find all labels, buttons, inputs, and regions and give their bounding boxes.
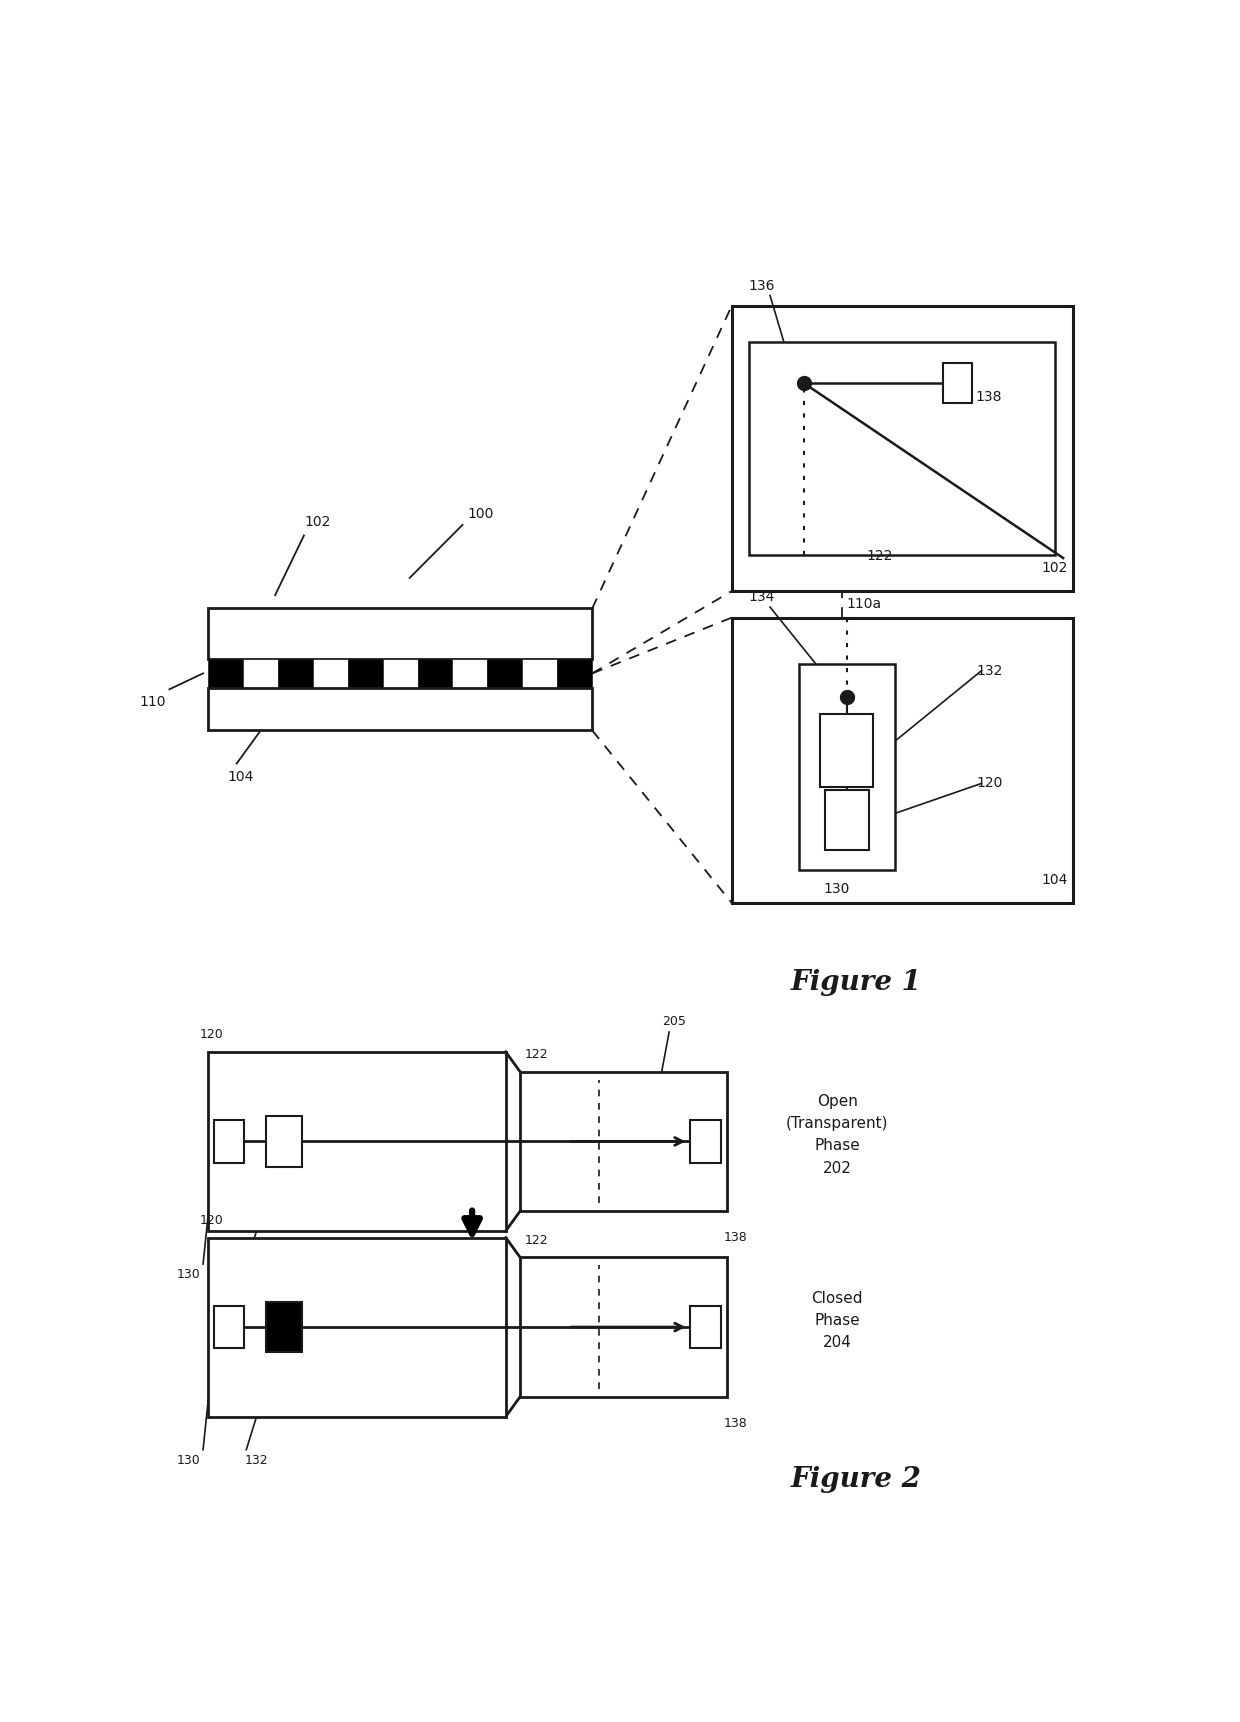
Bar: [418, 660, 453, 689]
Text: 138: 138: [724, 1231, 748, 1243]
Bar: [208, 689, 593, 730]
Bar: [942, 363, 972, 403]
Text: 130: 130: [823, 882, 849, 895]
Text: 130: 130: [176, 1453, 200, 1467]
Text: 132: 132: [244, 1267, 268, 1281]
Bar: [265, 1116, 303, 1166]
Bar: [821, 715, 873, 787]
Text: 130: 130: [176, 1267, 200, 1281]
Bar: [521, 1257, 727, 1397]
Text: 120: 120: [977, 777, 1003, 790]
Text: 100: 100: [467, 506, 494, 520]
Text: L: L: [280, 1135, 288, 1149]
Text: 110a: 110a: [847, 598, 882, 611]
Bar: [208, 608, 593, 660]
Bar: [732, 618, 1073, 902]
Text: 134: 134: [749, 591, 775, 604]
Text: 102: 102: [1042, 561, 1068, 575]
Text: 104: 104: [227, 770, 253, 784]
Text: 122: 122: [866, 549, 893, 563]
Bar: [347, 660, 383, 689]
Text: 205: 205: [662, 1014, 686, 1028]
Text: 122: 122: [525, 1049, 548, 1061]
Bar: [208, 1052, 506, 1231]
Text: 102: 102: [304, 515, 330, 529]
Text: 122: 122: [525, 1235, 548, 1247]
Bar: [265, 1302, 303, 1352]
Bar: [749, 343, 1055, 556]
Text: L: L: [843, 744, 851, 758]
Bar: [383, 660, 418, 689]
Text: Figure 2: Figure 2: [791, 1465, 923, 1493]
Text: Figure 1: Figure 1: [791, 969, 923, 995]
Text: 120: 120: [200, 1028, 224, 1042]
Bar: [278, 660, 312, 689]
Text: 132: 132: [977, 663, 1003, 678]
Bar: [826, 790, 868, 849]
Text: 138: 138: [976, 389, 1002, 403]
Text: 104: 104: [1042, 873, 1068, 887]
Bar: [522, 660, 557, 689]
Bar: [732, 307, 1073, 591]
Text: Closed
Phase
204: Closed Phase 204: [811, 1292, 863, 1350]
Text: 132: 132: [244, 1453, 268, 1467]
Bar: [691, 1121, 720, 1162]
Bar: [312, 660, 347, 689]
Bar: [487, 660, 522, 689]
Text: Open
(Transparent)
Phase
202: Open (Transparent) Phase 202: [786, 1093, 889, 1176]
Text: 110: 110: [139, 694, 166, 708]
Bar: [213, 1305, 244, 1348]
Bar: [208, 1238, 506, 1417]
Text: 120: 120: [200, 1214, 224, 1228]
Bar: [799, 665, 895, 870]
Bar: [557, 660, 593, 689]
Bar: [691, 1305, 720, 1348]
Bar: [243, 660, 278, 689]
Text: 136: 136: [749, 279, 775, 293]
Bar: [208, 660, 243, 689]
Bar: [521, 1071, 727, 1211]
Text: 138: 138: [724, 1417, 748, 1429]
Bar: [213, 1121, 244, 1162]
Bar: [453, 660, 487, 689]
